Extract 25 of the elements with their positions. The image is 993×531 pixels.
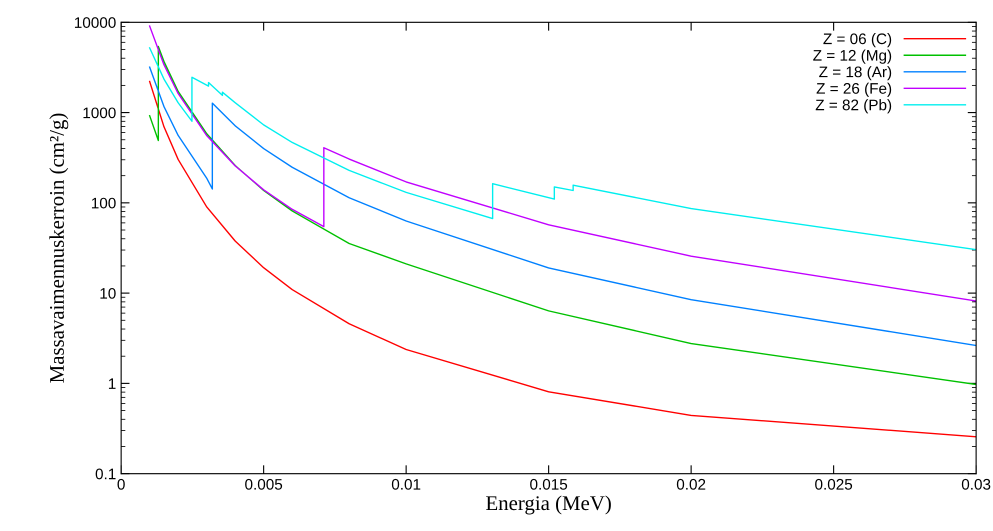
legend-label: Z = 06 (C)	[823, 32, 892, 48]
y-tick-label: 10000	[74, 17, 116, 28]
y-tick-label: 10	[100, 288, 116, 299]
y-tick-label: 1	[108, 378, 116, 389]
y-tick-label: 0.1	[96, 468, 116, 480]
y-axis-title: Massavaimennuskerroin (cm²/g)	[49, 114, 68, 383]
x-tick-label: 0.01	[392, 478, 420, 490]
line-series	[148, 25, 976, 302]
line-series	[148, 47, 976, 250]
line-series	[148, 66, 976, 346]
x-tick-label: 0.025	[815, 478, 852, 490]
line-series	[148, 46, 976, 386]
x-axis-title: Energia (MeV)	[486, 496, 611, 514]
x-tick-label: 0	[117, 478, 125, 490]
y-tick-label: 100	[92, 198, 116, 209]
legend-label: Z = 12 (Mg)	[813, 50, 892, 64]
legend-label: Z = 82 (Pb)	[816, 99, 892, 114]
line-series	[148, 80, 976, 438]
x-tick-label: 0.015	[530, 478, 568, 490]
legend-label: Z = 26 (Fe)	[816, 82, 892, 97]
x-tick-label: 0.005	[245, 478, 282, 490]
legend-label: Z = 18 (Ar)	[819, 66, 892, 80]
x-tick-label: 0.02	[676, 478, 706, 490]
y-tick-label: 1000	[83, 107, 116, 118]
x-tick-label: 0.03	[962, 478, 990, 490]
